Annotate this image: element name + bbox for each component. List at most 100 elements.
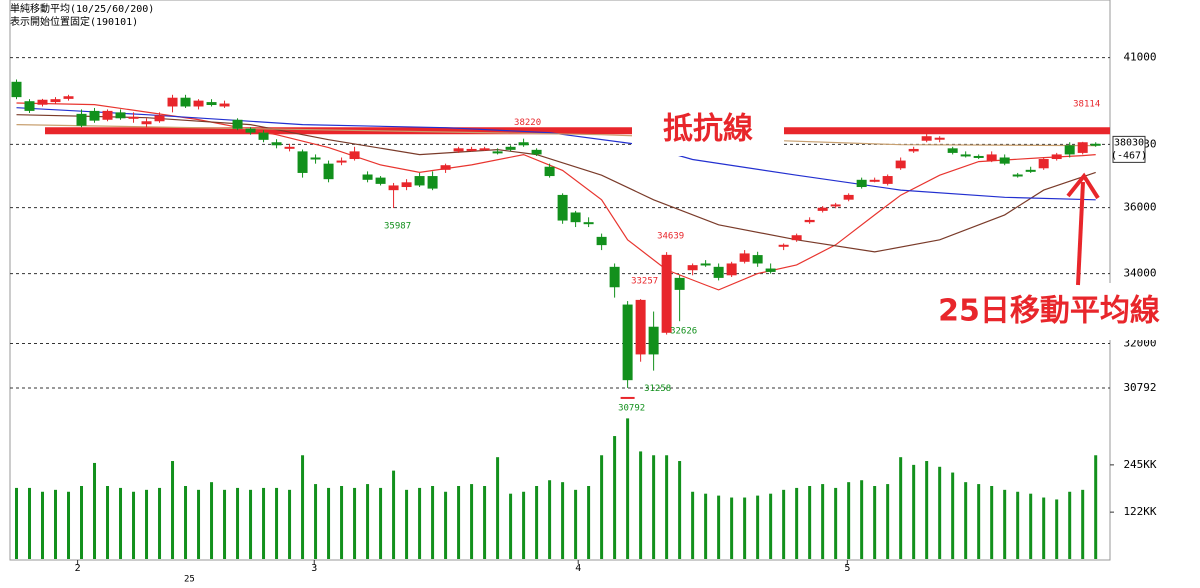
candle-body	[622, 304, 633, 381]
volume-bar	[171, 461, 175, 559]
candle-body	[167, 97, 178, 107]
arrow-shaft	[1076, 181, 1085, 286]
candle-body	[323, 163, 334, 180]
candle-body	[232, 119, 243, 129]
volume-bar	[1094, 455, 1098, 559]
year-label: 25	[184, 575, 195, 585]
extreme-label: 38114	[1073, 99, 1100, 109]
volume-bar	[548, 480, 552, 559]
volume-bar	[574, 489, 578, 559]
annotation: 25日移動平均線	[938, 294, 1160, 329]
candle-body	[739, 253, 750, 262]
volume-bar	[301, 455, 305, 559]
extreme-label: 34639	[657, 232, 684, 242]
candle-body	[661, 254, 672, 333]
volume-bar	[925, 461, 929, 559]
volume-bar	[899, 457, 903, 559]
extreme-label: 38220	[514, 118, 541, 128]
volume-bar	[405, 489, 409, 559]
volume-bar	[93, 462, 97, 559]
arrow-head	[1066, 172, 1100, 200]
volume-bar	[1029, 493, 1033, 559]
volume-bar	[262, 487, 266, 559]
candle-body	[817, 207, 828, 211]
extreme-label: 35987	[384, 222, 411, 232]
volume-bar	[522, 491, 526, 559]
candle-body	[752, 255, 763, 264]
candle-body	[24, 101, 35, 111]
volume-bar	[977, 484, 981, 559]
candle-body	[674, 277, 685, 290]
candle-body	[648, 326, 659, 355]
volume-bar	[80, 486, 84, 559]
price-box	[1112, 135, 1146, 163]
volume-bar	[353, 487, 357, 559]
plot-frame	[9, 0, 1111, 561]
candle-body	[921, 136, 932, 141]
candle-body	[427, 176, 438, 189]
candle-body	[219, 103, 230, 107]
candle-body	[544, 166, 555, 177]
y-tick-label: 36000	[1123, 201, 1156, 214]
volume-bar	[535, 486, 539, 559]
volume-bar	[990, 486, 994, 559]
volume-bar	[54, 489, 58, 559]
volume-bar	[210, 482, 214, 559]
volume-bar	[197, 489, 201, 559]
volume-bar	[717, 495, 721, 559]
candle-body	[1038, 159, 1049, 169]
candle-body	[726, 263, 737, 276]
volume-bar	[431, 486, 435, 559]
x-tick-label: 4	[575, 563, 581, 574]
candle-body	[1064, 145, 1075, 155]
candle-body	[193, 100, 204, 107]
volume-bar	[67, 491, 71, 559]
extreme-label: 30792	[618, 403, 645, 413]
candle-body	[76, 113, 87, 126]
candle-body	[609, 266, 620, 288]
indicator-label: 単純移動平均(10/25/60/200)	[10, 2, 154, 15]
volume-bar	[223, 489, 227, 559]
current-price: 38030	[1114, 137, 1144, 148]
y-tick-label: 34000	[1123, 267, 1156, 280]
candle-body	[388, 185, 399, 191]
volume-bar	[509, 493, 513, 559]
candle-body	[791, 235, 802, 241]
volume-tick-label: 245KK	[1123, 458, 1156, 471]
volume-bar	[912, 464, 916, 559]
candle-body	[37, 99, 48, 105]
volume-bar	[106, 486, 110, 559]
volume-bar	[873, 486, 877, 559]
candle-body	[1012, 174, 1023, 177]
candle-body	[362, 174, 373, 180]
volume-bar	[821, 484, 825, 559]
candle-body	[1077, 142, 1088, 153]
extreme-label: 31258	[644, 384, 671, 394]
candle-body	[908, 148, 919, 152]
candle-body	[141, 121, 152, 125]
candle-body	[284, 146, 295, 149]
volume-bar	[288, 489, 292, 559]
annotation: 抵抗線	[663, 112, 753, 147]
volume-bar	[184, 486, 188, 559]
candle-body	[115, 112, 126, 119]
volume-bar	[847, 482, 851, 559]
volume-bar	[730, 497, 734, 559]
candle-body	[583, 222, 594, 225]
candle-body	[414, 176, 425, 186]
volume-bar	[496, 457, 500, 559]
candle-body	[258, 132, 269, 140]
candle-body	[804, 219, 815, 223]
candle-body	[895, 160, 906, 169]
candle-body	[310, 157, 321, 160]
volume-bar	[600, 455, 604, 559]
volume-bar	[418, 487, 422, 559]
candle-body	[154, 115, 165, 122]
candle-body	[947, 148, 958, 153]
volume-bar	[795, 487, 799, 559]
extreme-label: 32626	[670, 327, 697, 337]
display-label: 表示開始位置固定(190101)	[10, 15, 138, 28]
volume-bar	[327, 487, 331, 559]
volume-tick-label: 122KK	[1123, 505, 1156, 518]
